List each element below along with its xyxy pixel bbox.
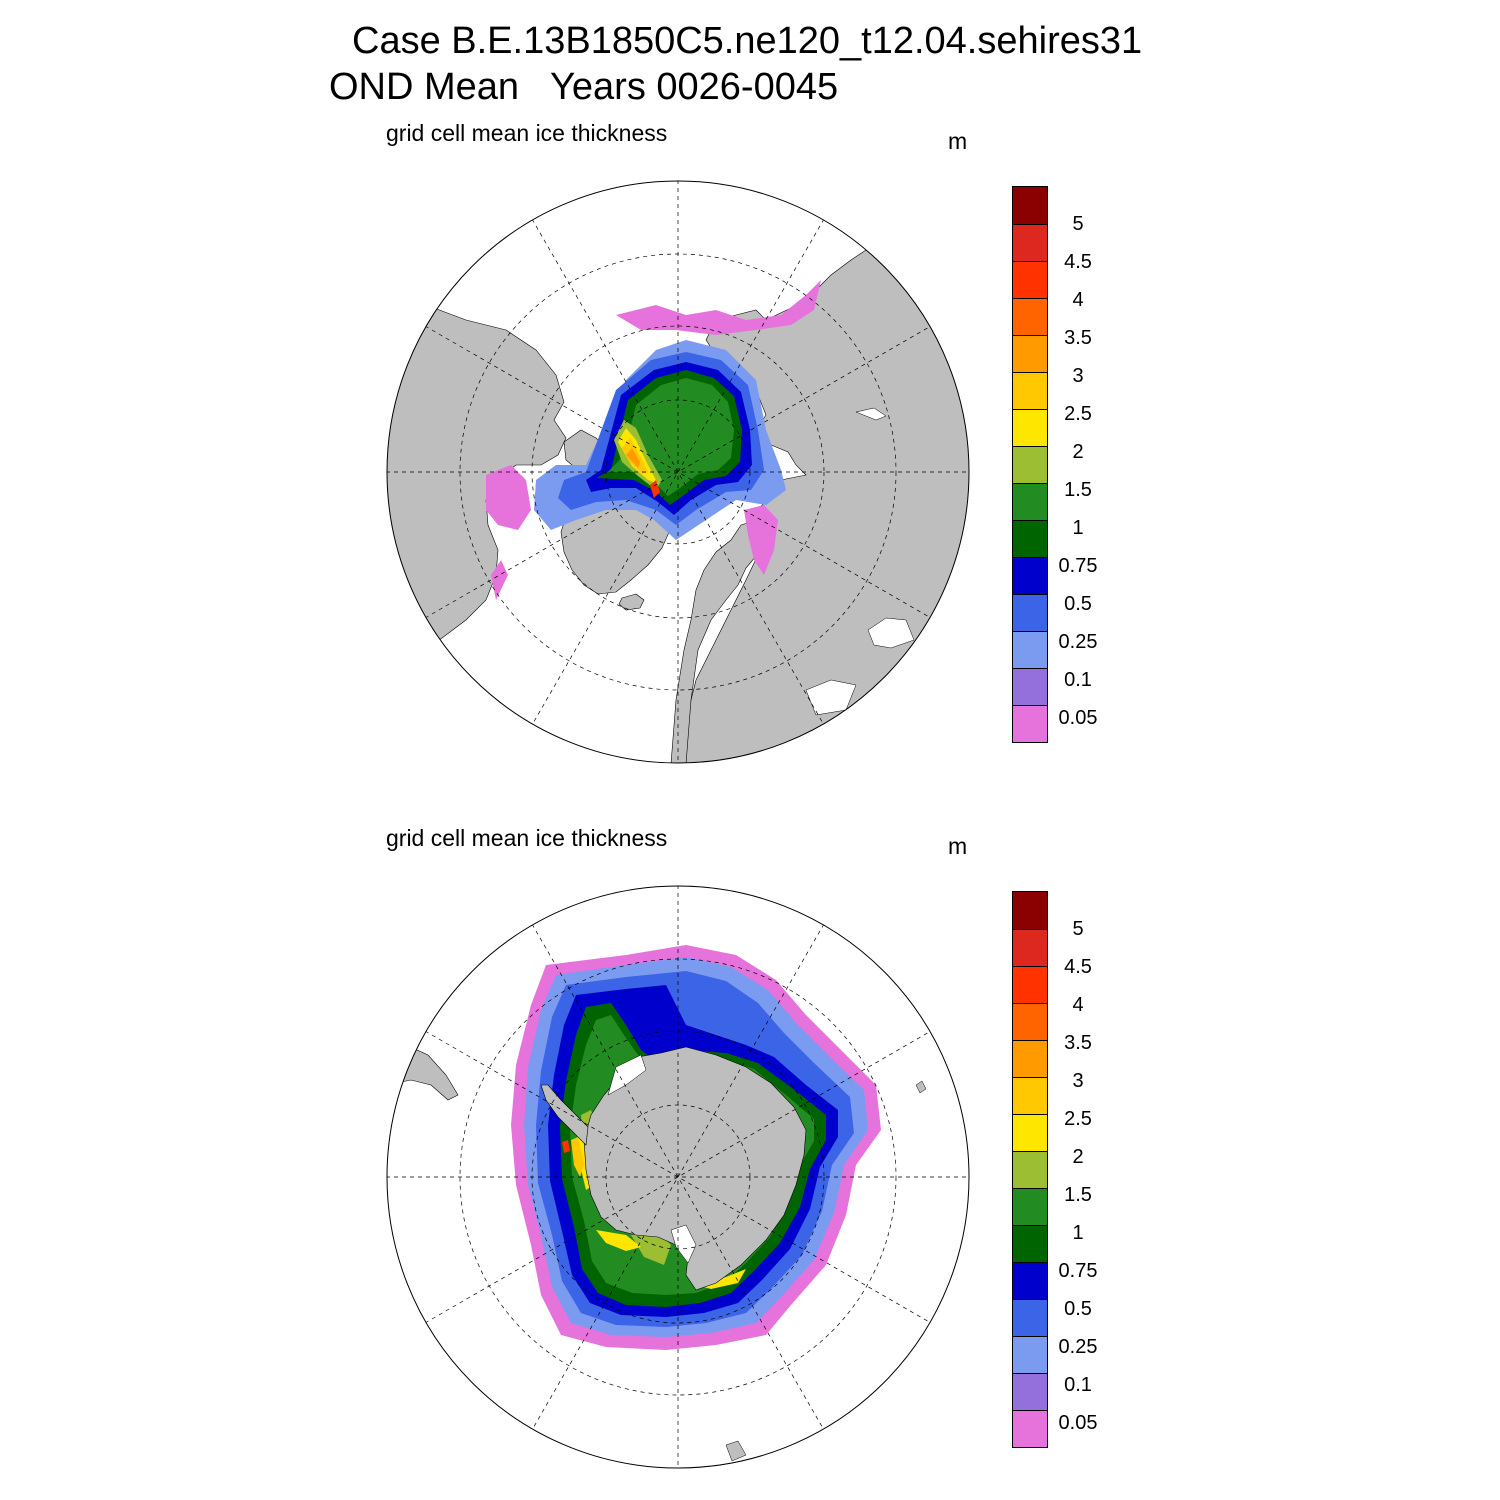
south-cb-label: 3.5 — [1064, 1032, 1092, 1054]
north-cb-label: 0.25 — [1058, 631, 1098, 653]
north-colorbar — [1012, 186, 1048, 743]
north-cb-label: 2 — [1072, 441, 1084, 463]
south-cb-label: 0.5 — [1064, 1298, 1092, 1320]
figure-title-period: OND Mean Years 0026-0045 — [329, 66, 839, 108]
south-plot-title: grid cell mean ice thickness — [386, 825, 668, 851]
north-cb-label: 4 — [1072, 289, 1084, 311]
north-cb-label: 2.5 — [1064, 403, 1092, 425]
north-cb-label: 3 — [1072, 365, 1084, 387]
north-sea-ice-field — [486, 280, 821, 600]
figure-title-case: Case B.E.13B1850C5.ne120_t12.04.sehires3… — [352, 20, 1143, 62]
north-units-label: m — [948, 128, 968, 154]
south-cb-label: 3 — [1072, 1070, 1084, 1092]
south-cb-label: 1.5 — [1064, 1184, 1092, 1206]
antarctic-peninsula-land — [540, 1084, 589, 1146]
north-cb-label: 1.5 — [1064, 479, 1092, 501]
north-graticule — [387, 181, 969, 763]
north-cb-label: 1 — [1072, 517, 1084, 539]
north-america-land — [387, 289, 567, 681]
south-cb-label: 4 — [1072, 994, 1084, 1016]
north-cb-label: 5 — [1072, 213, 1084, 235]
south-cb-label: 4.5 — [1064, 956, 1092, 978]
south-units-label: m — [948, 833, 968, 859]
north-plot-title: grid cell mean ice thickness — [386, 120, 668, 146]
south-graticule — [387, 886, 969, 1468]
south-cb-label: 0.25 — [1058, 1336, 1098, 1358]
south-cb-label: 2 — [1072, 1146, 1084, 1168]
south-colorbar — [1012, 891, 1048, 1448]
south-cb-label: 0.05 — [1058, 1412, 1098, 1434]
north-cb-label: 0.5 — [1064, 593, 1092, 615]
iceland-land — [618, 593, 645, 611]
north-cb-label: 0.05 — [1058, 707, 1098, 729]
north-cb-label: 4.5 — [1064, 251, 1092, 273]
south-cb-label: 1 — [1072, 1222, 1084, 1244]
north-polar-map — [386, 180, 970, 764]
north-cb-label: 0.75 — [1058, 555, 1098, 577]
south-cb-label: 5 — [1072, 918, 1084, 940]
south-cb-label: 2.5 — [1064, 1108, 1092, 1130]
antarctica-land — [583, 1046, 807, 1291]
north-cb-label: 3.5 — [1064, 327, 1092, 349]
south-cb-label: 0.75 — [1058, 1260, 1098, 1282]
north-map-border — [386, 180, 970, 764]
south-map-border — [386, 885, 970, 1469]
north-cb-label: 0.1 — [1064, 669, 1092, 691]
south-polar-map — [386, 885, 970, 1469]
south-cb-label: 0.1 — [1064, 1374, 1092, 1396]
